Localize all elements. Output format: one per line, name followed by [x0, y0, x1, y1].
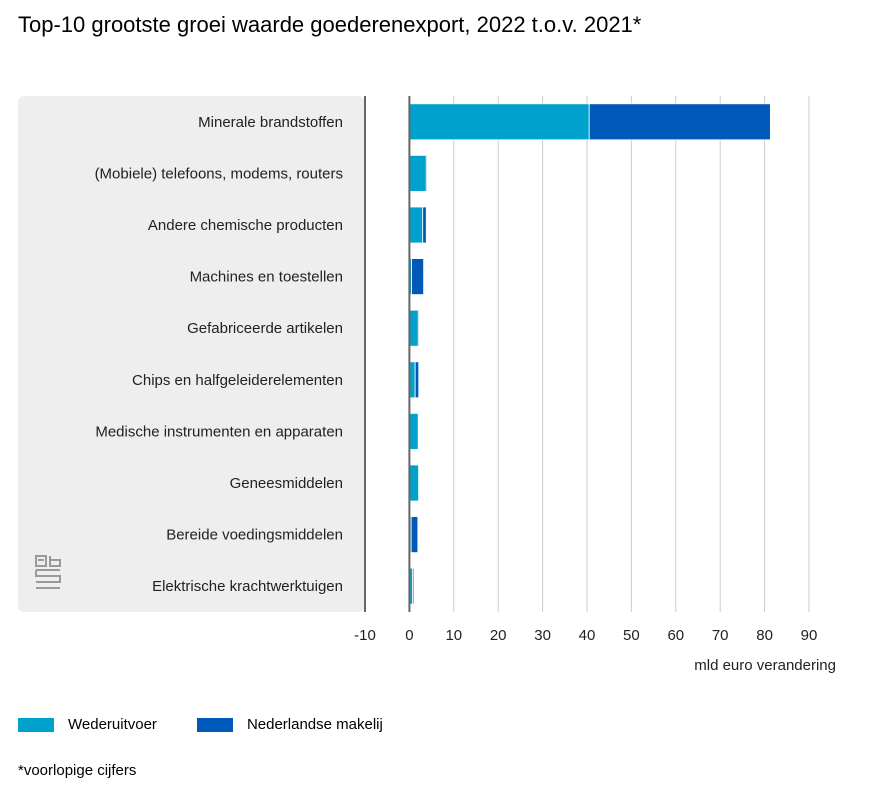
- x-tick-label: 30: [534, 627, 551, 644]
- chart-title: Top-10 grootste groei waarde goederenexp…: [18, 12, 642, 37]
- x-tick-label: 50: [623, 627, 640, 644]
- category-label: Elektrische krachtwerktuigen: [152, 578, 343, 595]
- legend-item-wederuitvoer: Wederuitvoer: [18, 716, 157, 733]
- x-tick-label: 80: [756, 627, 773, 644]
- bar-nederlandse-makelij: [422, 206, 427, 244]
- x-tick-label: 70: [712, 627, 729, 644]
- x-tick-label: 60: [667, 627, 684, 644]
- category-panel: [18, 96, 365, 612]
- bar-nederlandse-makelij: [417, 309, 420, 347]
- category-label: Minerale brandstoffen: [198, 114, 343, 131]
- bar-wederuitvoer: [408, 309, 419, 347]
- bar-nederlandse-makelij: [412, 567, 415, 605]
- category-label: (Mobiele) telefoons, modems, routers: [95, 165, 343, 182]
- bar-wederuitvoer: [408, 103, 590, 141]
- category-label: Geneesmiddelen: [230, 475, 343, 492]
- category-label: Medische instrumenten en apparaten: [95, 423, 343, 440]
- x-axis-unit-label: mld euro verandering: [694, 657, 836, 674]
- bar-nederlandse-makelij: [410, 516, 419, 553]
- x-tick-label: 0: [405, 627, 413, 644]
- bar-nederlandse-makelij: [588, 103, 771, 141]
- x-tick-label: 40: [579, 627, 596, 644]
- chart-area: Minerale brandstoffen (Mobiele) telefoons…: [18, 96, 836, 674]
- legend: Wederuitvoer Nederlandse makelij: [18, 716, 423, 733]
- tick-labels: -10 0 10 20 30 40 50 60 70 80 90: [354, 627, 817, 644]
- bar-nederlandse-makelij: [425, 154, 428, 192]
- legend-item-nederlandse-makelij: Nederlandse makelij: [196, 716, 383, 733]
- category-label: Andere chemische producten: [148, 217, 343, 234]
- category-label: Bereide voedingsmiddelen: [166, 527, 343, 544]
- bar-nederlandse-makelij: [414, 361, 420, 399]
- bar-nederlandse-makelij: [411, 258, 425, 296]
- footnote: *voorlopige cijfers: [18, 762, 137, 779]
- x-tick-label: -10: [354, 627, 376, 644]
- legend-label-wederuitvoer: Wederuitvoer: [68, 716, 157, 733]
- bar-wederuitvoer: [408, 206, 424, 244]
- legend-label-nederlandse-makelij: Nederlandse makelij: [246, 716, 383, 733]
- x-tick-label: 90: [801, 627, 818, 644]
- bar-wederuitvoer: [408, 464, 420, 502]
- category-labels: Minerale brandstoffen (Mobiele) telefoons…: [95, 114, 343, 595]
- x-tick-label: 20: [490, 627, 507, 644]
- legend-swatch-nederlandse-makelij: [196, 717, 233, 732]
- category-label: Machines en toestellen: [190, 269, 343, 286]
- category-label: Chips en halfgeleiderelementen: [132, 372, 343, 389]
- cbs-logo-icon: [35, 555, 61, 589]
- category-label: Gefabriceerde artikelen: [187, 320, 343, 337]
- legend-swatch-wederuitvoer: [18, 717, 54, 732]
- x-tick-label: 10: [445, 627, 462, 644]
- bar-wederuitvoer: [408, 412, 419, 450]
- bars: [408, 96, 771, 612]
- gridlines: [364, 96, 810, 612]
- bar-wederuitvoer: [408, 154, 427, 192]
